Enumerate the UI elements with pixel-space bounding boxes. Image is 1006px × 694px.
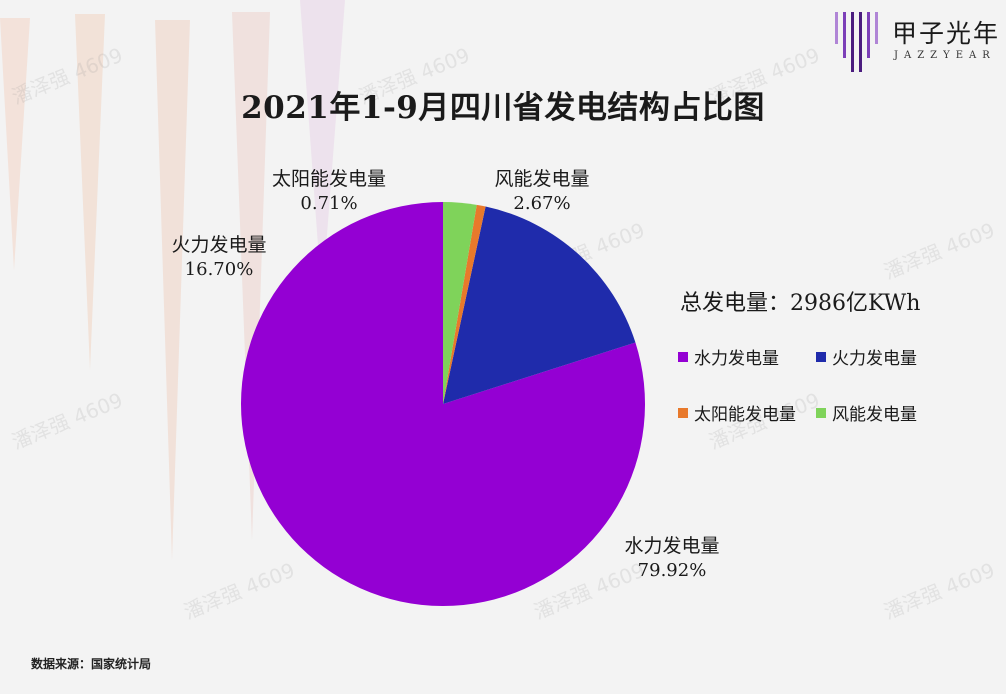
slice-value-label: 0.71%: [300, 193, 357, 214]
legend-item-thermal: 火力发电量: [816, 344, 917, 369]
brand-mark-icon: [835, 12, 878, 72]
pie-slice: [443, 202, 477, 404]
slice-value-label: 2.67%: [513, 193, 570, 214]
legend-swatch: [816, 352, 826, 362]
legend-swatch: [816, 408, 826, 418]
legend-label: 风能发电量: [832, 405, 917, 425]
brand-logo: 甲子光年 JAZZYEAR: [834, 8, 1004, 76]
legend-label: 火力发电量: [832, 349, 917, 369]
legend-swatch: [678, 352, 688, 362]
legend-swatch: [678, 408, 688, 418]
slice-label: 水力发电量: [624, 535, 719, 557]
data-source: 数据来源：国家统计局: [31, 657, 152, 671]
pie-slice: [443, 206, 636, 404]
brand-name: 甲子光年: [892, 19, 1001, 48]
legend-label: 水力发电量: [694, 349, 779, 369]
slice-value-label: 16.70%: [185, 259, 254, 280]
pie-slice: [241, 202, 646, 606]
legend-item-wind: 风能发电量: [816, 400, 917, 425]
slice-label: 火力发电量: [171, 234, 266, 256]
total-generation-label: 总发电量：2986亿KWh: [680, 291, 921, 316]
slice-value-label: 79.92%: [638, 560, 707, 581]
legend-item-solar: 太阳能发电量: [678, 400, 796, 425]
slice-label: 太阳能发电量: [272, 168, 386, 190]
legend-item-hydro: 水力发电量: [678, 344, 779, 369]
legend-label: 太阳能发电量: [694, 405, 796, 425]
slice-label: 风能发电量: [494, 168, 589, 190]
chart-legend: 水力发电量 火力发电量 太阳能发电量 风能发电量: [678, 340, 978, 440]
brand-name-en: JAZZYEAR: [894, 50, 996, 61]
chart-title: 2021年1-9月四川省发电结构占比图: [241, 90, 765, 126]
pie-slice: [443, 204, 486, 404]
